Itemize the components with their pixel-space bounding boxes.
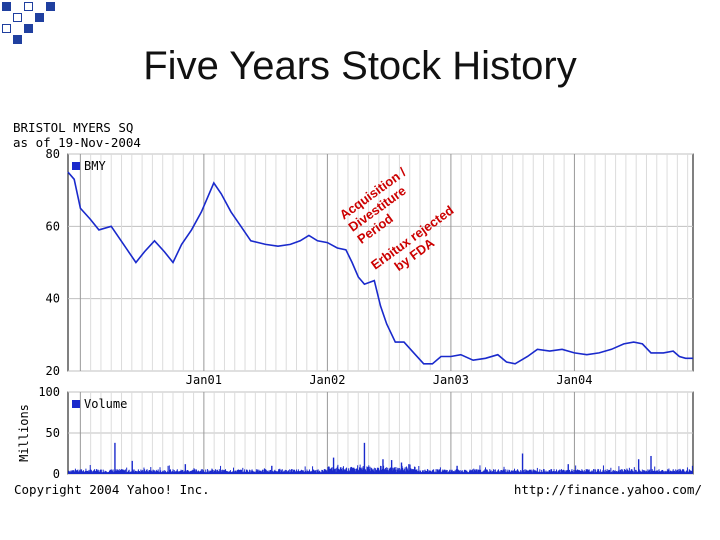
price-tick-label: 20 xyxy=(46,364,60,378)
source-url: http://finance.yahoo.com/ xyxy=(513,482,702,497)
legend-swatch-volume xyxy=(72,400,80,408)
legend-label-bmy: BMY xyxy=(84,159,106,173)
slide-title: Five Years Stock History xyxy=(143,44,577,88)
volume-y-axis-label: Millions xyxy=(17,404,31,462)
price-tick-label: 40 xyxy=(46,292,60,306)
deco-square xyxy=(13,35,22,44)
stock-chart: BRISTOL MYERS SQ as of 19-Nov-2004 20 40 6… xyxy=(10,118,706,502)
deco-square xyxy=(24,24,33,33)
price-x-tick-label: Jan01 xyxy=(186,373,222,387)
price-tick-label: 60 xyxy=(46,219,60,233)
chart-as-of-date: as of 19-Nov-2004 xyxy=(13,135,141,150)
price-series-line xyxy=(67,171,693,365)
volume-tick-label: 0 xyxy=(53,467,60,480)
price-x-tick-label: Jan04 xyxy=(556,373,592,387)
chart-company-name: BRISTOL MYERS SQ xyxy=(13,120,134,135)
deco-square xyxy=(46,2,55,11)
price-tick-label: 80 xyxy=(46,147,60,161)
copyright-text: Copyright 2004 Yahoo! Inc. xyxy=(14,482,210,497)
deco-square xyxy=(35,13,44,22)
legend-swatch-bmy xyxy=(72,162,80,170)
legend-label-volume: Volume xyxy=(84,397,127,411)
volume-chart: 0 50 100 Millions Volume xyxy=(17,385,694,480)
volume-tick-label: 100 xyxy=(38,385,60,399)
volume-tick-label: 50 xyxy=(46,426,60,440)
price-x-tick-label: Jan03 xyxy=(433,373,469,387)
deco-square xyxy=(2,24,11,33)
price-x-tick-label: Jan02 xyxy=(309,373,345,387)
deco-square xyxy=(2,2,11,11)
deco-square xyxy=(24,2,33,11)
deco-square xyxy=(13,13,22,22)
